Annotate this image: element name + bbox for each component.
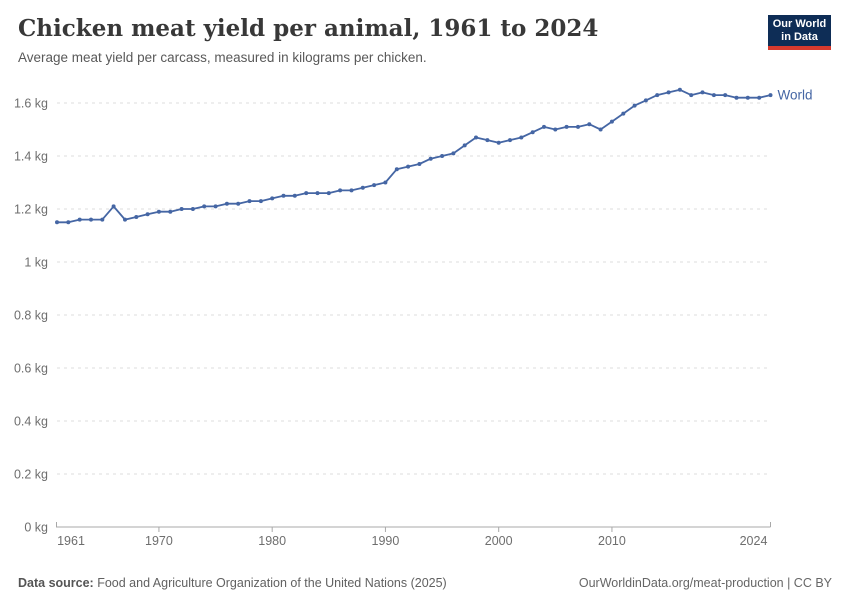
owid-logo-line1: Our World (772, 17, 827, 30)
chart-footer: Data source: Food and Agriculture Organi… (0, 576, 850, 590)
data-point (326, 191, 331, 196)
data-point (462, 143, 467, 148)
y-tick-label: 0 kg (24, 521, 48, 535)
series-label-world: World (778, 88, 813, 103)
data-point (338, 188, 343, 193)
page-title: Chicken meat yield per animal, 1961 to 2… (18, 15, 599, 42)
data-point (745, 95, 750, 100)
data-point (655, 93, 660, 98)
data-point (123, 217, 127, 222)
data-point (451, 151, 456, 156)
data-point (202, 204, 207, 209)
data-point (145, 212, 150, 217)
data-point (66, 220, 71, 225)
data-point (587, 122, 592, 127)
x-tick-label: 1990 (372, 534, 400, 548)
data-point (542, 124, 546, 129)
x-tick-label: 1961 (57, 534, 85, 548)
data-point (700, 90, 705, 95)
data-point (428, 156, 433, 161)
data-point (383, 180, 388, 185)
data-point (304, 191, 309, 196)
page-subtitle: Average meat yield per carcass, measured… (18, 50, 427, 65)
data-point (768, 93, 773, 98)
data-point (677, 87, 682, 92)
data-point (224, 201, 229, 206)
data-point (168, 209, 173, 214)
data-point (55, 220, 59, 225)
x-tick-label: 1970 (145, 534, 173, 548)
data-point (281, 193, 286, 198)
y-tick-label: 1.2 kg (14, 203, 48, 217)
data-point (496, 140, 501, 145)
data-point (156, 209, 161, 214)
data-point (77, 217, 82, 222)
data-point (258, 199, 263, 204)
data-point (598, 127, 603, 132)
y-tick-label: 0.6 kg (14, 362, 48, 376)
data-point (372, 183, 377, 188)
data-point (643, 98, 648, 103)
data-source: Data source: Food and Agriculture Organi… (18, 576, 447, 590)
data-point (734, 95, 739, 100)
data-point (485, 138, 490, 143)
data-point (213, 204, 218, 209)
data-point (519, 135, 524, 140)
data-point (576, 124, 580, 129)
data-point (360, 185, 365, 190)
data-point (190, 207, 195, 211)
chart-header: Chicken meat yield per animal, 1961 to 2… (18, 14, 758, 66)
y-tick-label: 1 kg (24, 256, 48, 270)
data-point (111, 204, 116, 209)
data-point (292, 193, 297, 198)
data-point (417, 162, 422, 166)
data-point (711, 93, 716, 98)
data-point (100, 217, 105, 222)
data-point (236, 201, 241, 206)
data-point (723, 93, 728, 98)
x-tick-label: 1980 (258, 534, 286, 548)
data-point (553, 127, 558, 132)
y-tick-label: 1.6 kg (14, 97, 48, 111)
y-tick-label: 1.4 kg (14, 150, 48, 164)
data-point (508, 138, 512, 143)
data-source-label: Data source: (18, 576, 94, 590)
data-point (621, 111, 626, 116)
data-line (56, 88, 772, 224)
owid-logo[interactable]: Our World in Data (768, 15, 831, 50)
data-source-text: Food and Agriculture Organization of the… (93, 576, 447, 590)
footer-link[interactable]: OurWorldinData.org/meat-production | CC … (578, 576, 832, 590)
data-point (666, 90, 671, 95)
data-point (406, 164, 411, 169)
data-point (689, 93, 694, 98)
data-point (632, 103, 637, 108)
data-point (179, 207, 184, 211)
data-point (757, 95, 762, 100)
data-point (474, 135, 478, 140)
x-tick-label: 2024 (740, 534, 768, 548)
data-point (530, 130, 535, 135)
data-point (134, 215, 139, 219)
data-point (247, 199, 252, 204)
x-tick-label: 2000 (485, 534, 513, 548)
data-point (564, 124, 569, 129)
data-point (440, 154, 445, 158)
y-tick-label: 0.8 kg (14, 309, 48, 323)
x-tick-label: 2010 (598, 534, 626, 548)
data-point (394, 167, 399, 172)
data-point (89, 217, 93, 222)
y-tick-label: 0.2 kg (14, 468, 48, 482)
data-point (270, 196, 275, 201)
owid-logo-line2: in Data (781, 30, 818, 43)
data-point (349, 188, 354, 193)
data-point (609, 119, 614, 124)
data-point (315, 191, 320, 196)
y-tick-label: 0.4 kg (14, 415, 48, 429)
